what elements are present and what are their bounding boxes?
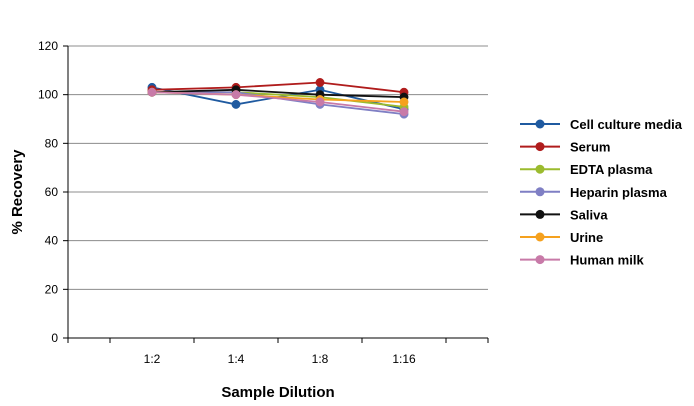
legend-label: Cell culture media — [570, 117, 683, 132]
legend-entry: Cell culture media — [520, 117, 683, 132]
y-tick-label: 80 — [45, 136, 59, 150]
y-tick-label: 60 — [45, 185, 59, 199]
data-point — [231, 90, 241, 100]
series-line — [151, 91, 405, 113]
data-point — [399, 97, 409, 107]
legend-label: Serum — [570, 140, 610, 155]
x-tick-label: 1:16 — [392, 352, 416, 366]
legend-entry: Human milk — [520, 253, 644, 268]
gridlines — [68, 45, 488, 290]
legend-swatch-marker — [535, 232, 545, 242]
series-6 — [147, 87, 409, 117]
data-point — [315, 97, 325, 107]
legend-entry: Urine — [520, 230, 603, 245]
y-tick-label: 40 — [45, 234, 59, 248]
y-tick-label: 100 — [38, 88, 58, 102]
legend-swatch-marker — [535, 142, 545, 152]
legend-swatch-marker — [535, 164, 545, 174]
series-line — [151, 88, 405, 98]
legend-swatch-marker — [535, 187, 545, 197]
series-line — [151, 81, 405, 94]
legend-label: Saliva — [570, 207, 608, 222]
x-axis-title: Sample Dilution — [221, 384, 334, 401]
axes: 0 20 40 60 80 100 120 1:2 1:4 1:8 1:16 Sample Dilut… — [9, 39, 489, 401]
legend-entry: Heparin plasma — [520, 185, 668, 200]
legend-entry: Serum — [520, 140, 610, 155]
y-tick-label: 20 — [45, 282, 59, 296]
legend-label: Urine — [570, 230, 603, 245]
legend-label: EDTA plasma — [570, 162, 653, 177]
x-tick-label: 1:2 — [144, 352, 161, 366]
data-point — [315, 78, 325, 87]
legend-entry: EDTA plasma — [520, 162, 653, 177]
legend-swatch-marker — [535, 255, 545, 265]
y-tick-label: 120 — [38, 39, 58, 53]
legend-swatch-marker — [535, 119, 545, 129]
data-point — [147, 87, 157, 97]
y-axis-title: % Recovery — [9, 149, 26, 235]
y-tick-label: 0 — [51, 331, 58, 345]
legend-swatch-marker — [535, 209, 545, 219]
data-point — [231, 99, 241, 109]
x-tick-label: 1:4 — [228, 352, 245, 366]
legend-label: Human milk — [570, 253, 644, 268]
legend: Cell culture media Serum EDTA plasma Hepari… — [520, 117, 683, 268]
legend-entry: Saliva — [520, 207, 608, 222]
series-lines — [147, 78, 409, 119]
x-tick-label: 1:8 — [312, 352, 329, 366]
legend-label: Heparin plasma — [570, 185, 668, 200]
data-point — [399, 107, 409, 117]
